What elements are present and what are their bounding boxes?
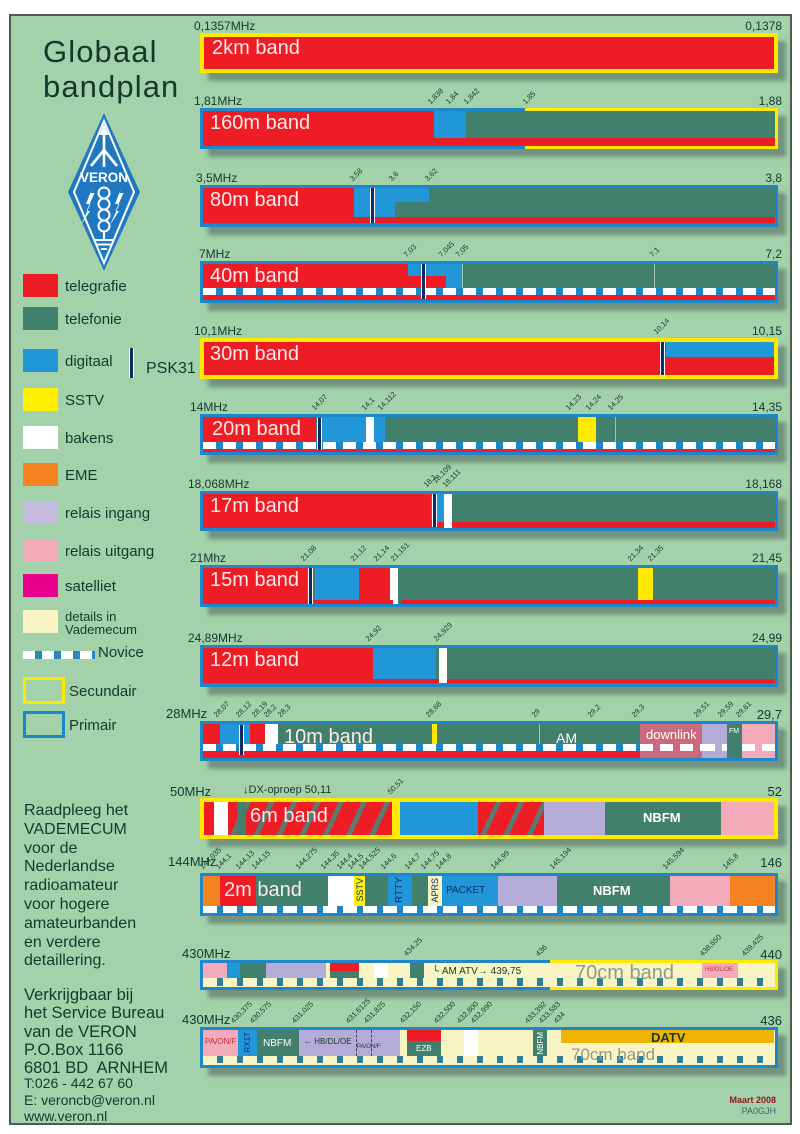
svg-text:VERON: VERON xyxy=(80,170,128,185)
